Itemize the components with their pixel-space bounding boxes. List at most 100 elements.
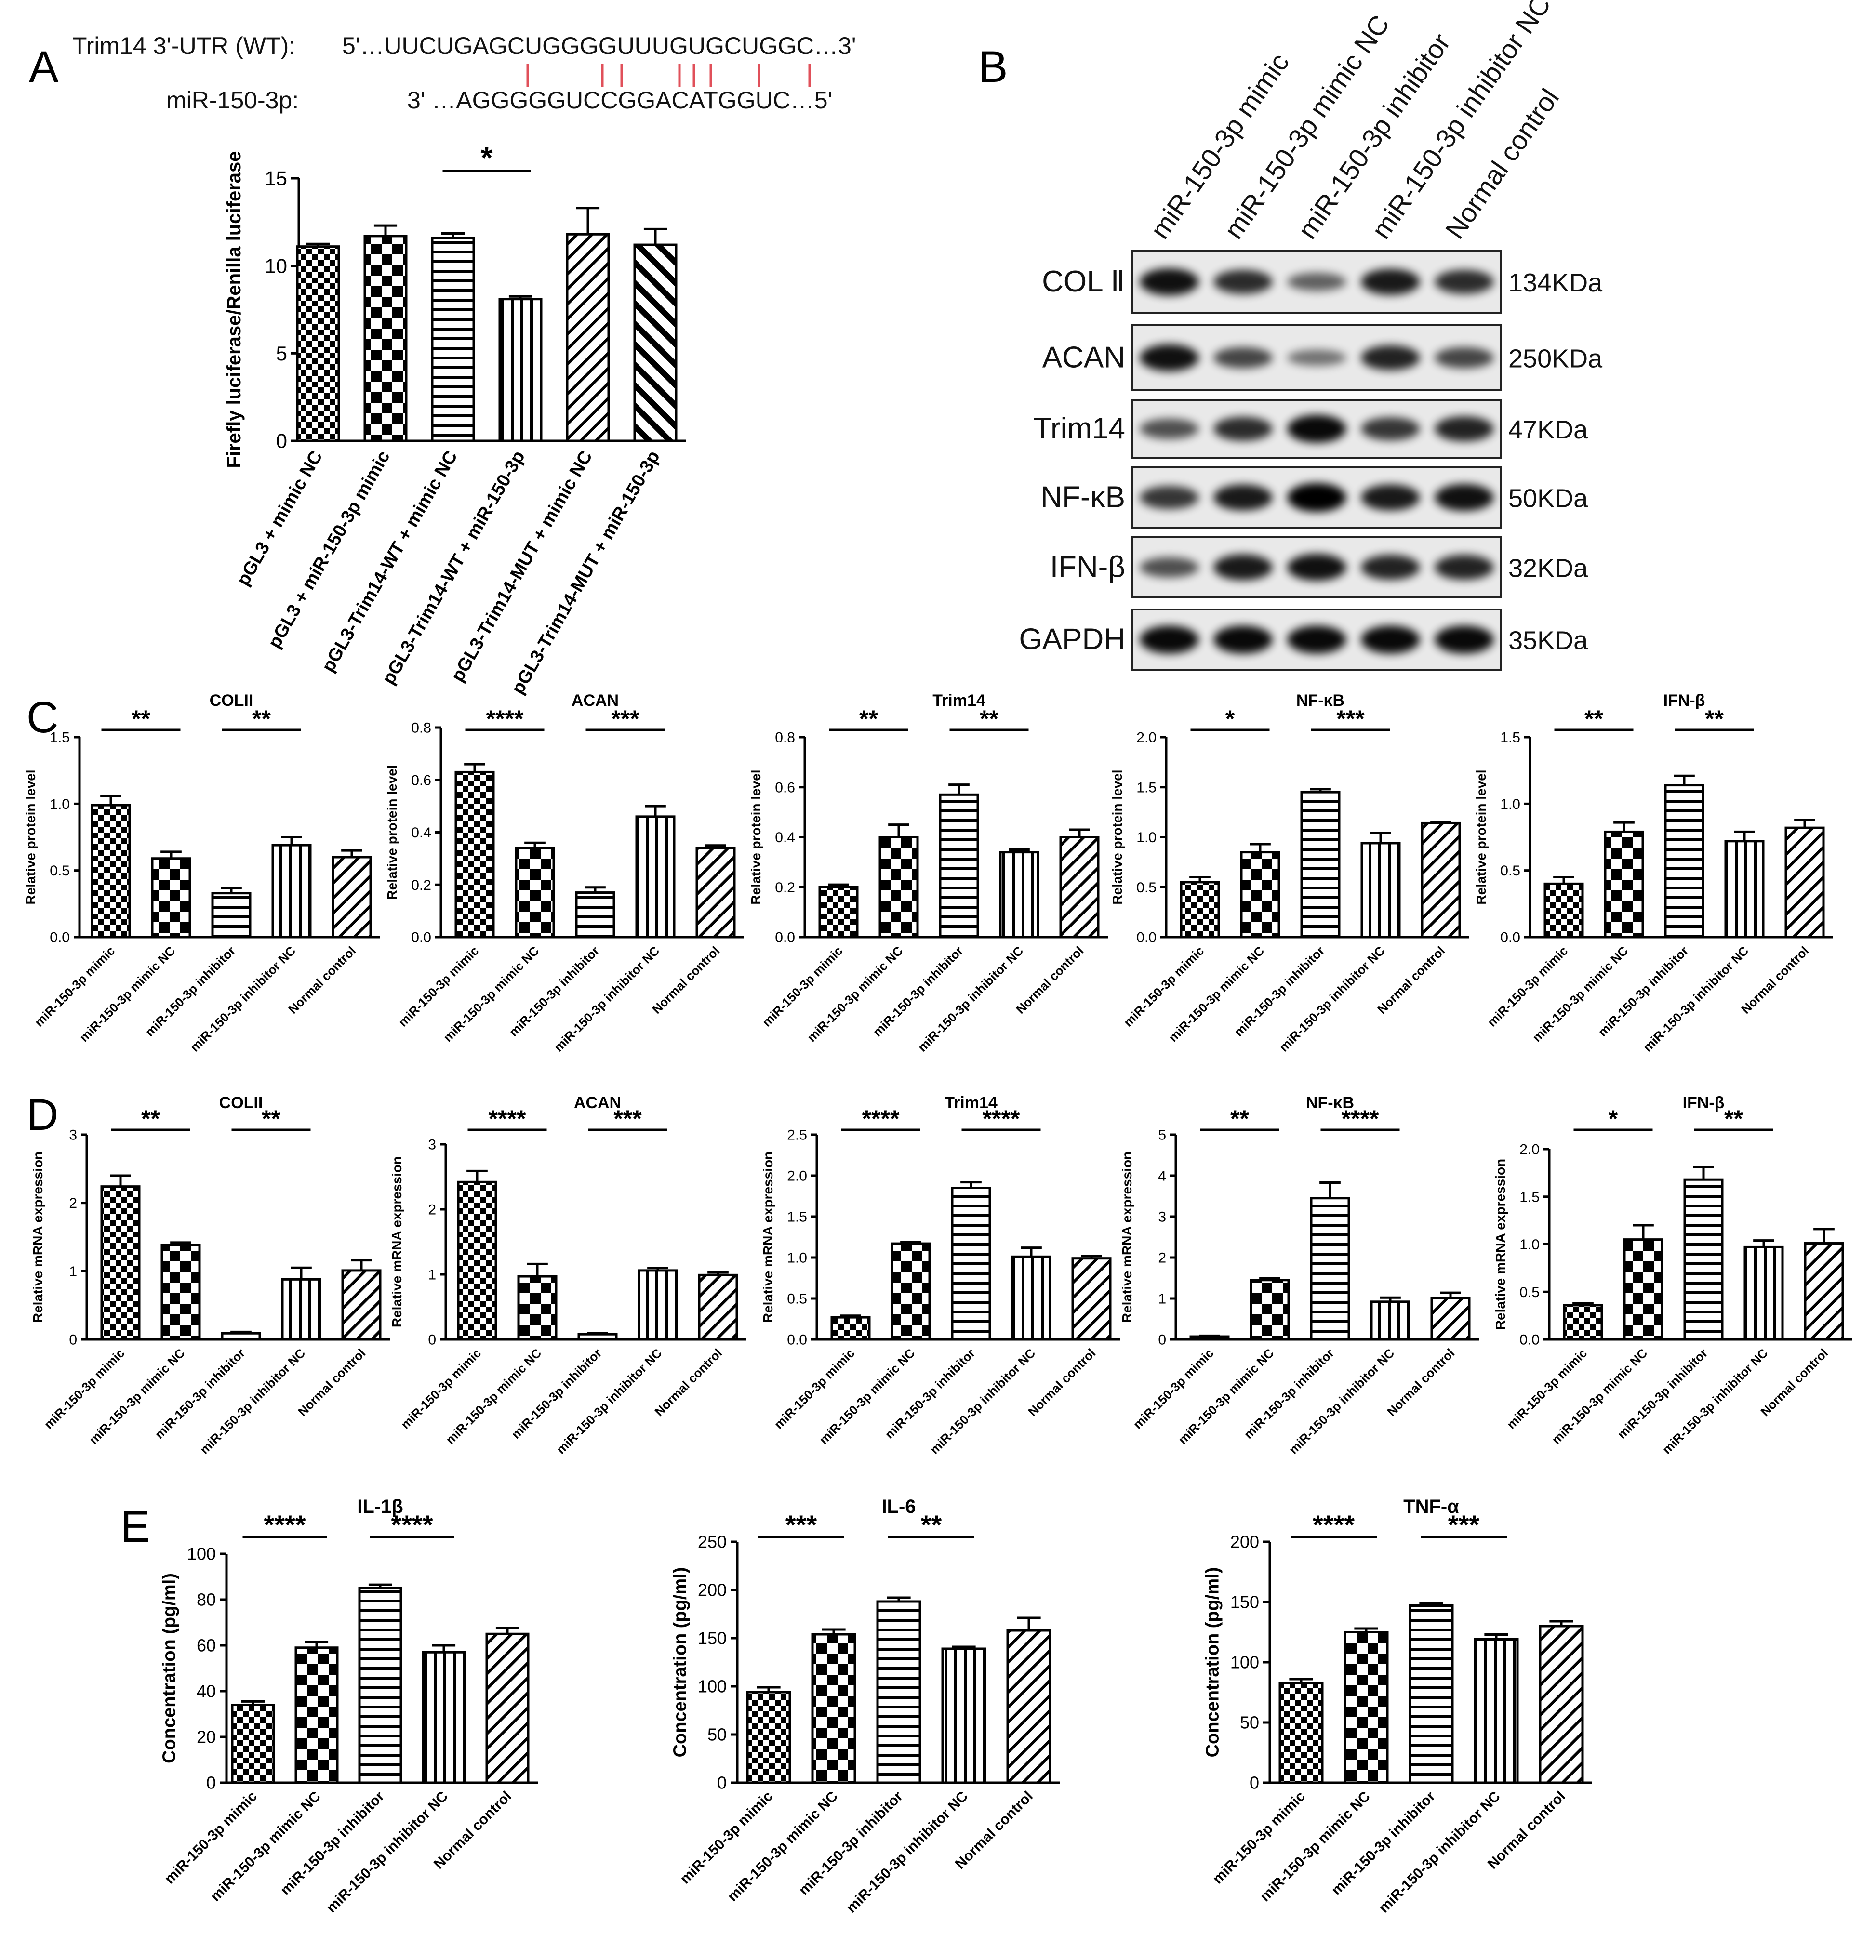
y-tick-label: 10 xyxy=(265,254,287,277)
blot-band xyxy=(1361,484,1420,511)
blot-band xyxy=(1213,484,1273,511)
category-label: miR-150-3p inhibitor NC xyxy=(915,943,1026,1055)
y-axis-label: Relative protein level xyxy=(748,769,763,904)
y-tick-label: 2.0 xyxy=(1519,1142,1540,1158)
chart-title: ACAN xyxy=(572,691,619,710)
y-tick-label: 4 xyxy=(1158,1168,1166,1184)
y-tick-label: 50 xyxy=(1240,1713,1259,1733)
chart-E-IL-1β: IL-1β 0 20 40 60 80 100 Concentration (pg/ml) mi… xyxy=(160,1496,538,1916)
bar xyxy=(1804,1242,1844,1341)
significance-label: ** xyxy=(921,1510,942,1540)
y-tick-label: 0.5 xyxy=(1136,880,1157,896)
y-tick-label: 0.8 xyxy=(411,720,431,736)
bar xyxy=(1300,791,1341,939)
y-tick-label: 20 xyxy=(197,1727,216,1747)
bar xyxy=(271,844,312,939)
blot-band xyxy=(1140,268,1199,295)
bar xyxy=(211,892,252,939)
bar xyxy=(878,836,919,939)
significance-label: **** xyxy=(983,1105,1020,1132)
category-label: miR-150-3p inhibitor NC xyxy=(1376,1788,1503,1916)
bar xyxy=(281,1278,321,1341)
significance-label: **** xyxy=(1342,1105,1379,1132)
y-tick-label: 1.5 xyxy=(1136,780,1157,795)
significance-label: ** xyxy=(262,1105,280,1132)
y-tick-label: 1.5 xyxy=(1500,730,1520,746)
bar xyxy=(1344,1631,1389,1784)
category-label: pGL3-Trim14-WT + mimic NC xyxy=(318,448,462,676)
chart-title: TNF-α xyxy=(1403,1496,1459,1517)
blot-band xyxy=(1435,347,1494,369)
blot-band xyxy=(1287,273,1346,291)
blot-band xyxy=(1213,347,1273,369)
bar xyxy=(1724,840,1765,939)
y-tick-label: 1.0 xyxy=(1519,1237,1540,1253)
blot-protein-label: NF-κB xyxy=(1040,481,1125,514)
y-tick-label: 0 xyxy=(206,1773,216,1793)
bar xyxy=(431,237,475,442)
bar xyxy=(363,235,408,442)
bar xyxy=(1059,836,1100,939)
significance-label: *** xyxy=(613,1105,642,1132)
blot-band xyxy=(1213,554,1273,581)
significance-label: **** xyxy=(486,705,524,732)
y-tick-label: 0.0 xyxy=(50,930,70,946)
chart-D-IFN-β: IFN-β 0.0 0.5 1.0 1.5 2.0 Relative mRNA expres… xyxy=(1493,1094,1852,1457)
utr-sequence: 5'…UUCUGAGCUGGGGUUUGUGCUGGC…3' xyxy=(342,32,856,59)
significance-label: * xyxy=(1609,1105,1618,1132)
bar xyxy=(1474,1638,1519,1784)
bar xyxy=(454,770,495,939)
significance-label: **** xyxy=(489,1105,526,1132)
bar xyxy=(221,1332,261,1341)
y-tick-label: 0.5 xyxy=(50,863,70,879)
bar xyxy=(231,1704,275,1784)
y-axis-label: Relative protein level xyxy=(385,765,399,900)
y-tick-label: 1 xyxy=(1158,1291,1166,1307)
y-tick-label: 1.0 xyxy=(1500,796,1520,812)
y-tick-label: 0 xyxy=(717,1773,727,1793)
y-tick-label: 3 xyxy=(428,1137,436,1153)
blot-size-label: 35KDa xyxy=(1508,626,1588,655)
bar xyxy=(1189,1335,1230,1341)
bar xyxy=(1360,842,1401,939)
blot-band xyxy=(1361,417,1420,440)
significance-label: ** xyxy=(1584,705,1603,732)
bar xyxy=(515,847,555,939)
blot-size-label: 250KDa xyxy=(1508,344,1603,373)
y-tick-label: 150 xyxy=(1230,1592,1259,1612)
bar xyxy=(100,1185,141,1341)
bar xyxy=(638,1269,678,1341)
bar xyxy=(1409,1604,1454,1784)
bar xyxy=(1240,851,1280,939)
y-tick-label: 100 xyxy=(1230,1653,1259,1672)
y-tick-label: 250 xyxy=(698,1532,727,1552)
y-tick-label: 0.0 xyxy=(775,930,795,946)
category-label: miR-150-3p inhibitor xyxy=(278,1788,388,1898)
blot-band xyxy=(1361,555,1420,580)
category-label: miR-150-3p inhibitor xyxy=(1329,1788,1439,1898)
blot-band xyxy=(1435,484,1494,511)
bar xyxy=(422,1651,466,1784)
chart-C-ACAN: ACAN 0.0 0.2 0.4 0.6 0.8 Relative protein leve… xyxy=(385,691,744,1055)
significance-label: ** xyxy=(1230,1105,1249,1132)
chart-title: IL-1β xyxy=(357,1496,403,1517)
y-axis-label: Concentration (pg/ml) xyxy=(160,1573,180,1763)
y-tick-label: 0.4 xyxy=(411,825,431,841)
bar xyxy=(891,1242,931,1341)
bar xyxy=(1006,1629,1051,1784)
blot-protein-label: GAPDH xyxy=(1019,623,1125,656)
category-label: miR-150-3p mimic NC xyxy=(1257,1788,1373,1905)
y-tick-label: 80 xyxy=(197,1590,216,1610)
y-axis-label: Relative protein level xyxy=(1474,769,1489,904)
category-label: miR-150-3p inhibitor NC xyxy=(1660,1346,1771,1457)
y-tick-label: 0 xyxy=(1158,1332,1166,1348)
bar xyxy=(457,1180,497,1341)
blot-band xyxy=(1361,269,1420,295)
significance-label: ** xyxy=(1705,705,1724,732)
bar xyxy=(1370,1300,1410,1341)
blot-band xyxy=(1287,554,1346,581)
chart-title: IFN-β xyxy=(1683,1094,1725,1112)
y-tick-label: 0.6 xyxy=(775,780,795,795)
base-pair-lines xyxy=(526,64,811,87)
bar xyxy=(633,243,678,442)
